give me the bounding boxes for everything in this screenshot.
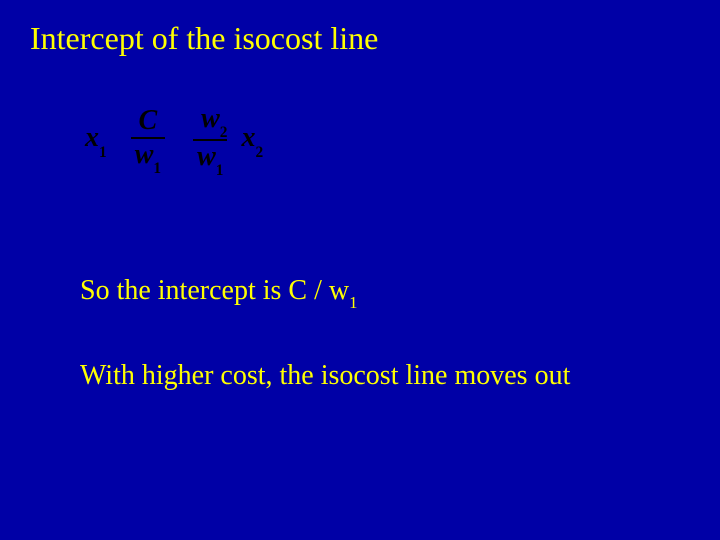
equation-row: x1 C w1 w2 w1 x2 bbox=[85, 105, 263, 175]
intercept-text: So the intercept is bbox=[80, 275, 288, 306]
fraction-numerator: w2 bbox=[189, 105, 231, 139]
slide: Intercept of the isocost line x1 C w1 w2… bbox=[0, 0, 720, 540]
fraction-numerator: C bbox=[135, 107, 162, 137]
eq-lhs: x1 bbox=[85, 122, 107, 158]
fraction-denominator: w1 bbox=[131, 137, 165, 173]
intercept-statement: So the intercept is C / w1 bbox=[80, 275, 358, 311]
higher-cost-statement: With higher cost, the isocost line moves… bbox=[80, 360, 570, 392]
isocost-equation: x1 C w1 w2 w1 x2 bbox=[85, 105, 263, 175]
fraction-denominator: w1 bbox=[193, 139, 227, 175]
fraction-w2-over-w1: w2 w1 bbox=[189, 105, 231, 175]
slide-title: Intercept of the isocost line bbox=[30, 20, 378, 57]
eq-tail-x2: x2 bbox=[241, 122, 263, 158]
fraction-c-over-w1: C w1 bbox=[131, 107, 165, 173]
intercept-value: C / w1 bbox=[288, 275, 357, 306]
